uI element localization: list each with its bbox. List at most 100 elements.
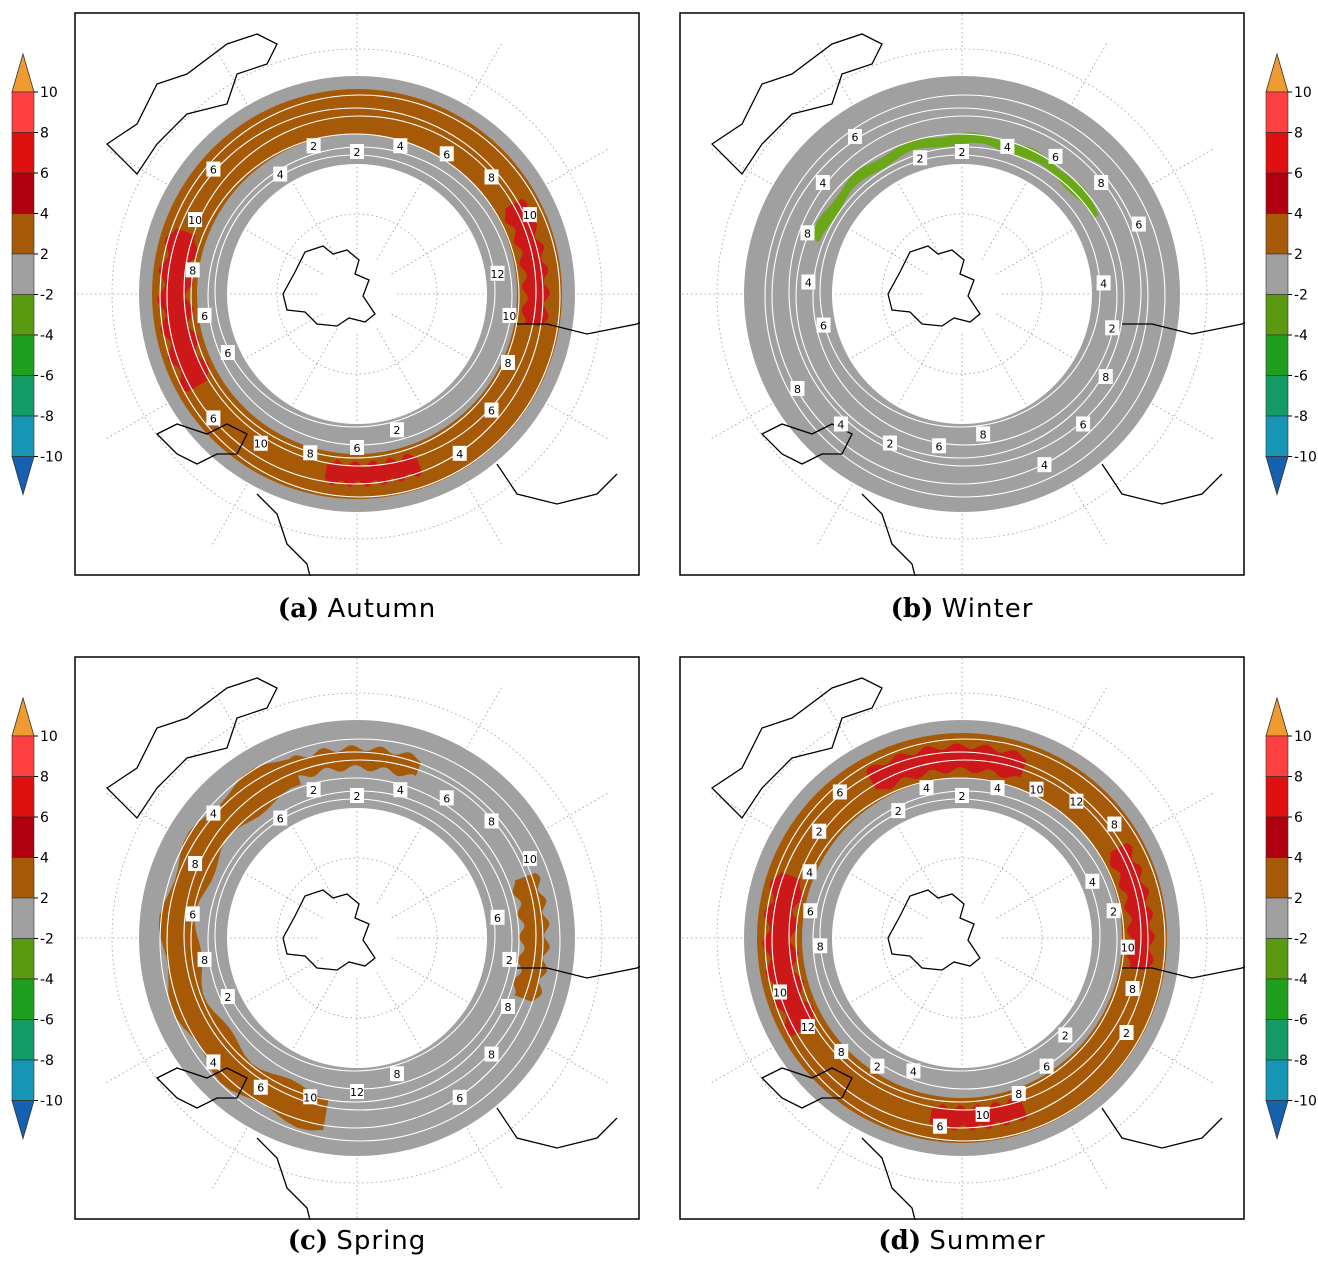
svg-text:4: 4	[1004, 141, 1011, 154]
contour-label: 10	[975, 1106, 990, 1122]
svg-text:2: 2	[394, 424, 401, 437]
contour-label: 4	[801, 274, 816, 290]
contour-label: 4	[206, 1054, 221, 1070]
colorbar-segment	[11, 897, 35, 939]
svg-text:6: 6	[257, 1082, 264, 1095]
caption-winter: (b) Winter	[679, 594, 1245, 624]
contour-label: 2	[350, 788, 364, 803]
svg-text:8: 8	[1102, 371, 1109, 384]
colorbar-segment	[1265, 816, 1289, 858]
contour-label: 4	[919, 780, 934, 796]
svg-text:2: 2	[310, 784, 317, 797]
contour-label: 6	[350, 440, 364, 455]
svg-text:12: 12	[801, 1021, 815, 1034]
contour-label: 2	[306, 138, 321, 154]
svg-text:8: 8	[1129, 983, 1136, 996]
colorbar-tick-label: 6	[40, 810, 49, 826]
colorbar-tick-label: -8	[1294, 1053, 1308, 1069]
coastlines	[710, 33, 1245, 576]
coastlines	[105, 33, 640, 576]
svg-text:12: 12	[350, 1086, 364, 1099]
contour-label: 6	[1131, 216, 1146, 232]
colorbar-tick-label: 4	[1294, 851, 1303, 867]
colorbar-segment	[1265, 1019, 1289, 1061]
contour-label: 8	[303, 445, 318, 461]
contour-label: 8	[1125, 981, 1140, 997]
contour-label: 4	[452, 445, 467, 461]
svg-text:2: 2	[886, 438, 893, 451]
svg-text:2: 2	[895, 805, 902, 818]
svg-text:4: 4	[910, 1065, 917, 1078]
map-spring: 2 4 6 8 10 6 2 8 8 6 8 12 10 6 4 2 8 6 8 4 6 2	[74, 656, 640, 1220]
contours	[764, 738, 1166, 1142]
colorbar-tick-label: 8	[40, 770, 49, 786]
svg-text:8: 8	[1098, 177, 1105, 190]
colorbar-tick-label: -4	[40, 972, 54, 988]
colorbar-tick-label: 2	[1294, 891, 1303, 907]
colorbar-tick-label: 4	[1294, 207, 1303, 223]
svg-text:6: 6	[210, 164, 217, 177]
colorbar-segment	[11, 978, 35, 1020]
svg-text:8: 8	[488, 171, 495, 184]
caption-letter: (a)	[277, 594, 320, 624]
svg-text:12: 12	[1069, 796, 1083, 809]
contour-label: 4	[1037, 457, 1052, 473]
svg-text:8: 8	[1111, 819, 1118, 832]
colorbar-tick-label: -2	[1294, 932, 1308, 948]
colorbar-segment	[11, 938, 35, 980]
svg-text:6: 6	[201, 310, 208, 323]
colorbar-segment	[1265, 776, 1289, 818]
svg-text:12: 12	[491, 268, 505, 281]
contour-label: 10	[522, 207, 537, 223]
contour-label: 4	[990, 780, 1005, 796]
colorbar-tick-label: -8	[40, 1053, 54, 1069]
caption-name: Summer	[929, 1226, 1046, 1256]
svg-text:2: 2	[917, 152, 924, 165]
colorbar-tick-label: 10	[1294, 85, 1312, 101]
contour-label: 6	[206, 161, 221, 177]
svg-text:10: 10	[523, 853, 537, 866]
svg-text:8: 8	[488, 1049, 495, 1062]
colorbar-segment	[1265, 735, 1289, 777]
strong-band	[1109, 843, 1155, 971]
contour-label: 4	[802, 864, 817, 880]
caption-letter: (c)	[287, 1226, 329, 1256]
svg-text:6: 6	[354, 442, 361, 455]
colorbar-segment	[1265, 857, 1289, 899]
colorbar-tick-label: 4	[40, 851, 49, 867]
contour-label: 2	[390, 422, 405, 438]
colorbar-tick-label: 6	[40, 166, 49, 182]
svg-text:8: 8	[838, 1046, 845, 1059]
contour-label: 6	[197, 307, 212, 323]
svg-text:10: 10	[188, 214, 202, 227]
svg-text:8: 8	[394, 1068, 401, 1081]
svg-text:2: 2	[224, 991, 231, 1004]
svg-text:6: 6	[189, 908, 196, 921]
contour-label: 2	[1106, 903, 1121, 919]
colorbar-tick-label: 2	[1294, 247, 1303, 263]
colorbar-segment	[1265, 172, 1289, 214]
colorbar-segment	[11, 776, 35, 818]
colorbar-tick-label: -6	[1294, 1013, 1308, 1029]
contour-label: 2	[350, 144, 364, 159]
colorbar-top-arrow	[1265, 696, 1289, 737]
colorbar-tick-label: 10	[40, 85, 58, 101]
colorbar-tick-label: 8	[40, 126, 49, 142]
colorbar-tick-label: -6	[40, 1013, 54, 1029]
svg-text:2: 2	[1110, 905, 1117, 918]
contour-label: 12	[800, 1019, 815, 1034]
svg-text:8: 8	[794, 383, 801, 396]
caption-name: Winter	[941, 594, 1034, 624]
contour-label: 8	[197, 951, 212, 967]
colorbar-right-bottom: 10 8 6 4 2 -2 -4 -6 -8 -10	[1265, 696, 1317, 1140]
contour-label: 2	[1058, 1027, 1073, 1043]
contour-label: 8	[484, 169, 499, 185]
svg-text:6: 6	[443, 792, 450, 805]
contour-label: 6	[1076, 416, 1091, 432]
colorbar-tick-label: -8	[40, 409, 54, 425]
contour-label: 4	[1000, 138, 1015, 154]
contour-label: 8	[390, 1066, 405, 1082]
svg-text:2: 2	[816, 826, 823, 839]
contour-label: 4	[1096, 275, 1111, 291]
colorbar-segment	[1265, 253, 1289, 295]
